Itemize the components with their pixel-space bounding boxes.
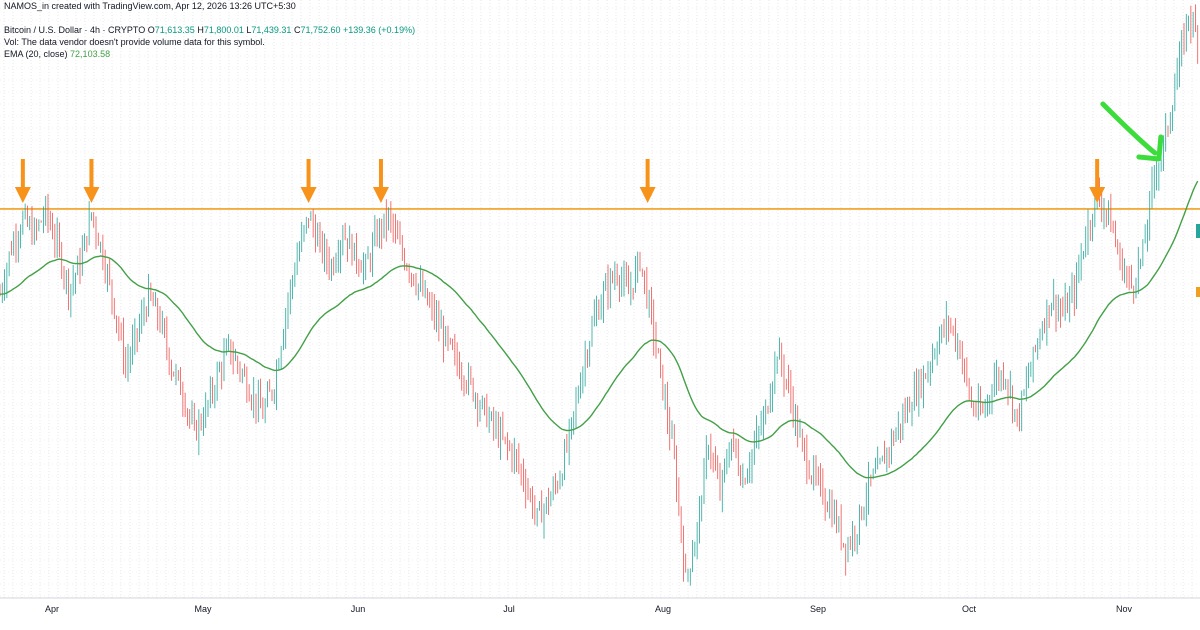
arrow-head	[300, 186, 317, 203]
x-tick-label: Jun	[351, 604, 366, 614]
x-axis: Apr May Jun Jul Aug Sep Oct Nov	[0, 597, 1200, 614]
grid	[0, 0, 1200, 598]
arrow-shaft	[1095, 158, 1100, 189]
x-tick-label: Nov	[1116, 604, 1133, 614]
green-arrow-marker	[1100, 101, 1164, 162]
close-label: C	[293, 25, 301, 35]
ema-axis-tag	[1196, 287, 1200, 297]
arrow-down-marker	[83, 158, 100, 203]
change-value: +139.36 (+0.19%)	[343, 25, 416, 35]
arrow-head	[83, 186, 100, 203]
open-label: O	[147, 25, 155, 35]
ema-line-layer	[0, 180, 1199, 479]
arrow-shaft	[20, 158, 25, 189]
arrow-shaft	[306, 158, 311, 189]
ema-value: 72,103.58	[70, 49, 111, 59]
symbol-legend: Bitcoin / U.S. Dollar · 4h · CRYPTO O71,…	[4, 25, 415, 36]
green-arrow-head	[1136, 134, 1164, 162]
high-value: 71,800.01	[203, 25, 244, 35]
close-value: 71,752.60	[300, 25, 341, 35]
x-tick-label: Apr	[45, 604, 59, 614]
arrow-down-marker	[14, 158, 31, 203]
arrow-head	[372, 186, 389, 203]
x-tick-label: Jul	[503, 604, 515, 614]
markers	[14, 101, 1164, 203]
low-value: 71,439.31	[251, 25, 292, 35]
ema-line	[0, 180, 1199, 479]
arrow-down-marker	[639, 158, 656, 203]
arrow-head	[14, 186, 31, 203]
arrow-down-marker	[372, 158, 389, 203]
candles	[0, 4, 1199, 586]
arrow-shaft	[378, 158, 383, 189]
arrow-down-marker	[1089, 158, 1106, 203]
volume-note: Vol: The data vendor doesn't provide vol…	[4, 37, 265, 47]
x-tick-label: Aug	[655, 604, 671, 614]
credit-text: NAMOS_in created with TradingView.com, A…	[4, 1, 296, 11]
ema-label: EMA (20, close)	[4, 49, 68, 59]
low-label: L	[246, 25, 252, 35]
x-tick-label: May	[194, 604, 212, 614]
arrow-down-marker	[300, 158, 317, 203]
price-axis-tag	[1196, 224, 1200, 238]
high-label: H	[197, 25, 204, 35]
arrow-shaft	[645, 158, 650, 189]
symbol-name: Bitcoin / U.S. Dollar · 4h · CRYPTO	[4, 25, 146, 35]
green-arrow-shaft	[1100, 101, 1158, 156]
arrow-head	[639, 186, 656, 203]
ema-legend: EMA (20, close) 72,103.58	[4, 49, 110, 60]
arrow-head	[1089, 186, 1106, 203]
x-tick-label: Sep	[810, 604, 826, 614]
open-value: 71,613.35	[154, 25, 195, 35]
arrow-shaft	[89, 158, 94, 189]
x-tick-label: Oct	[962, 604, 977, 614]
